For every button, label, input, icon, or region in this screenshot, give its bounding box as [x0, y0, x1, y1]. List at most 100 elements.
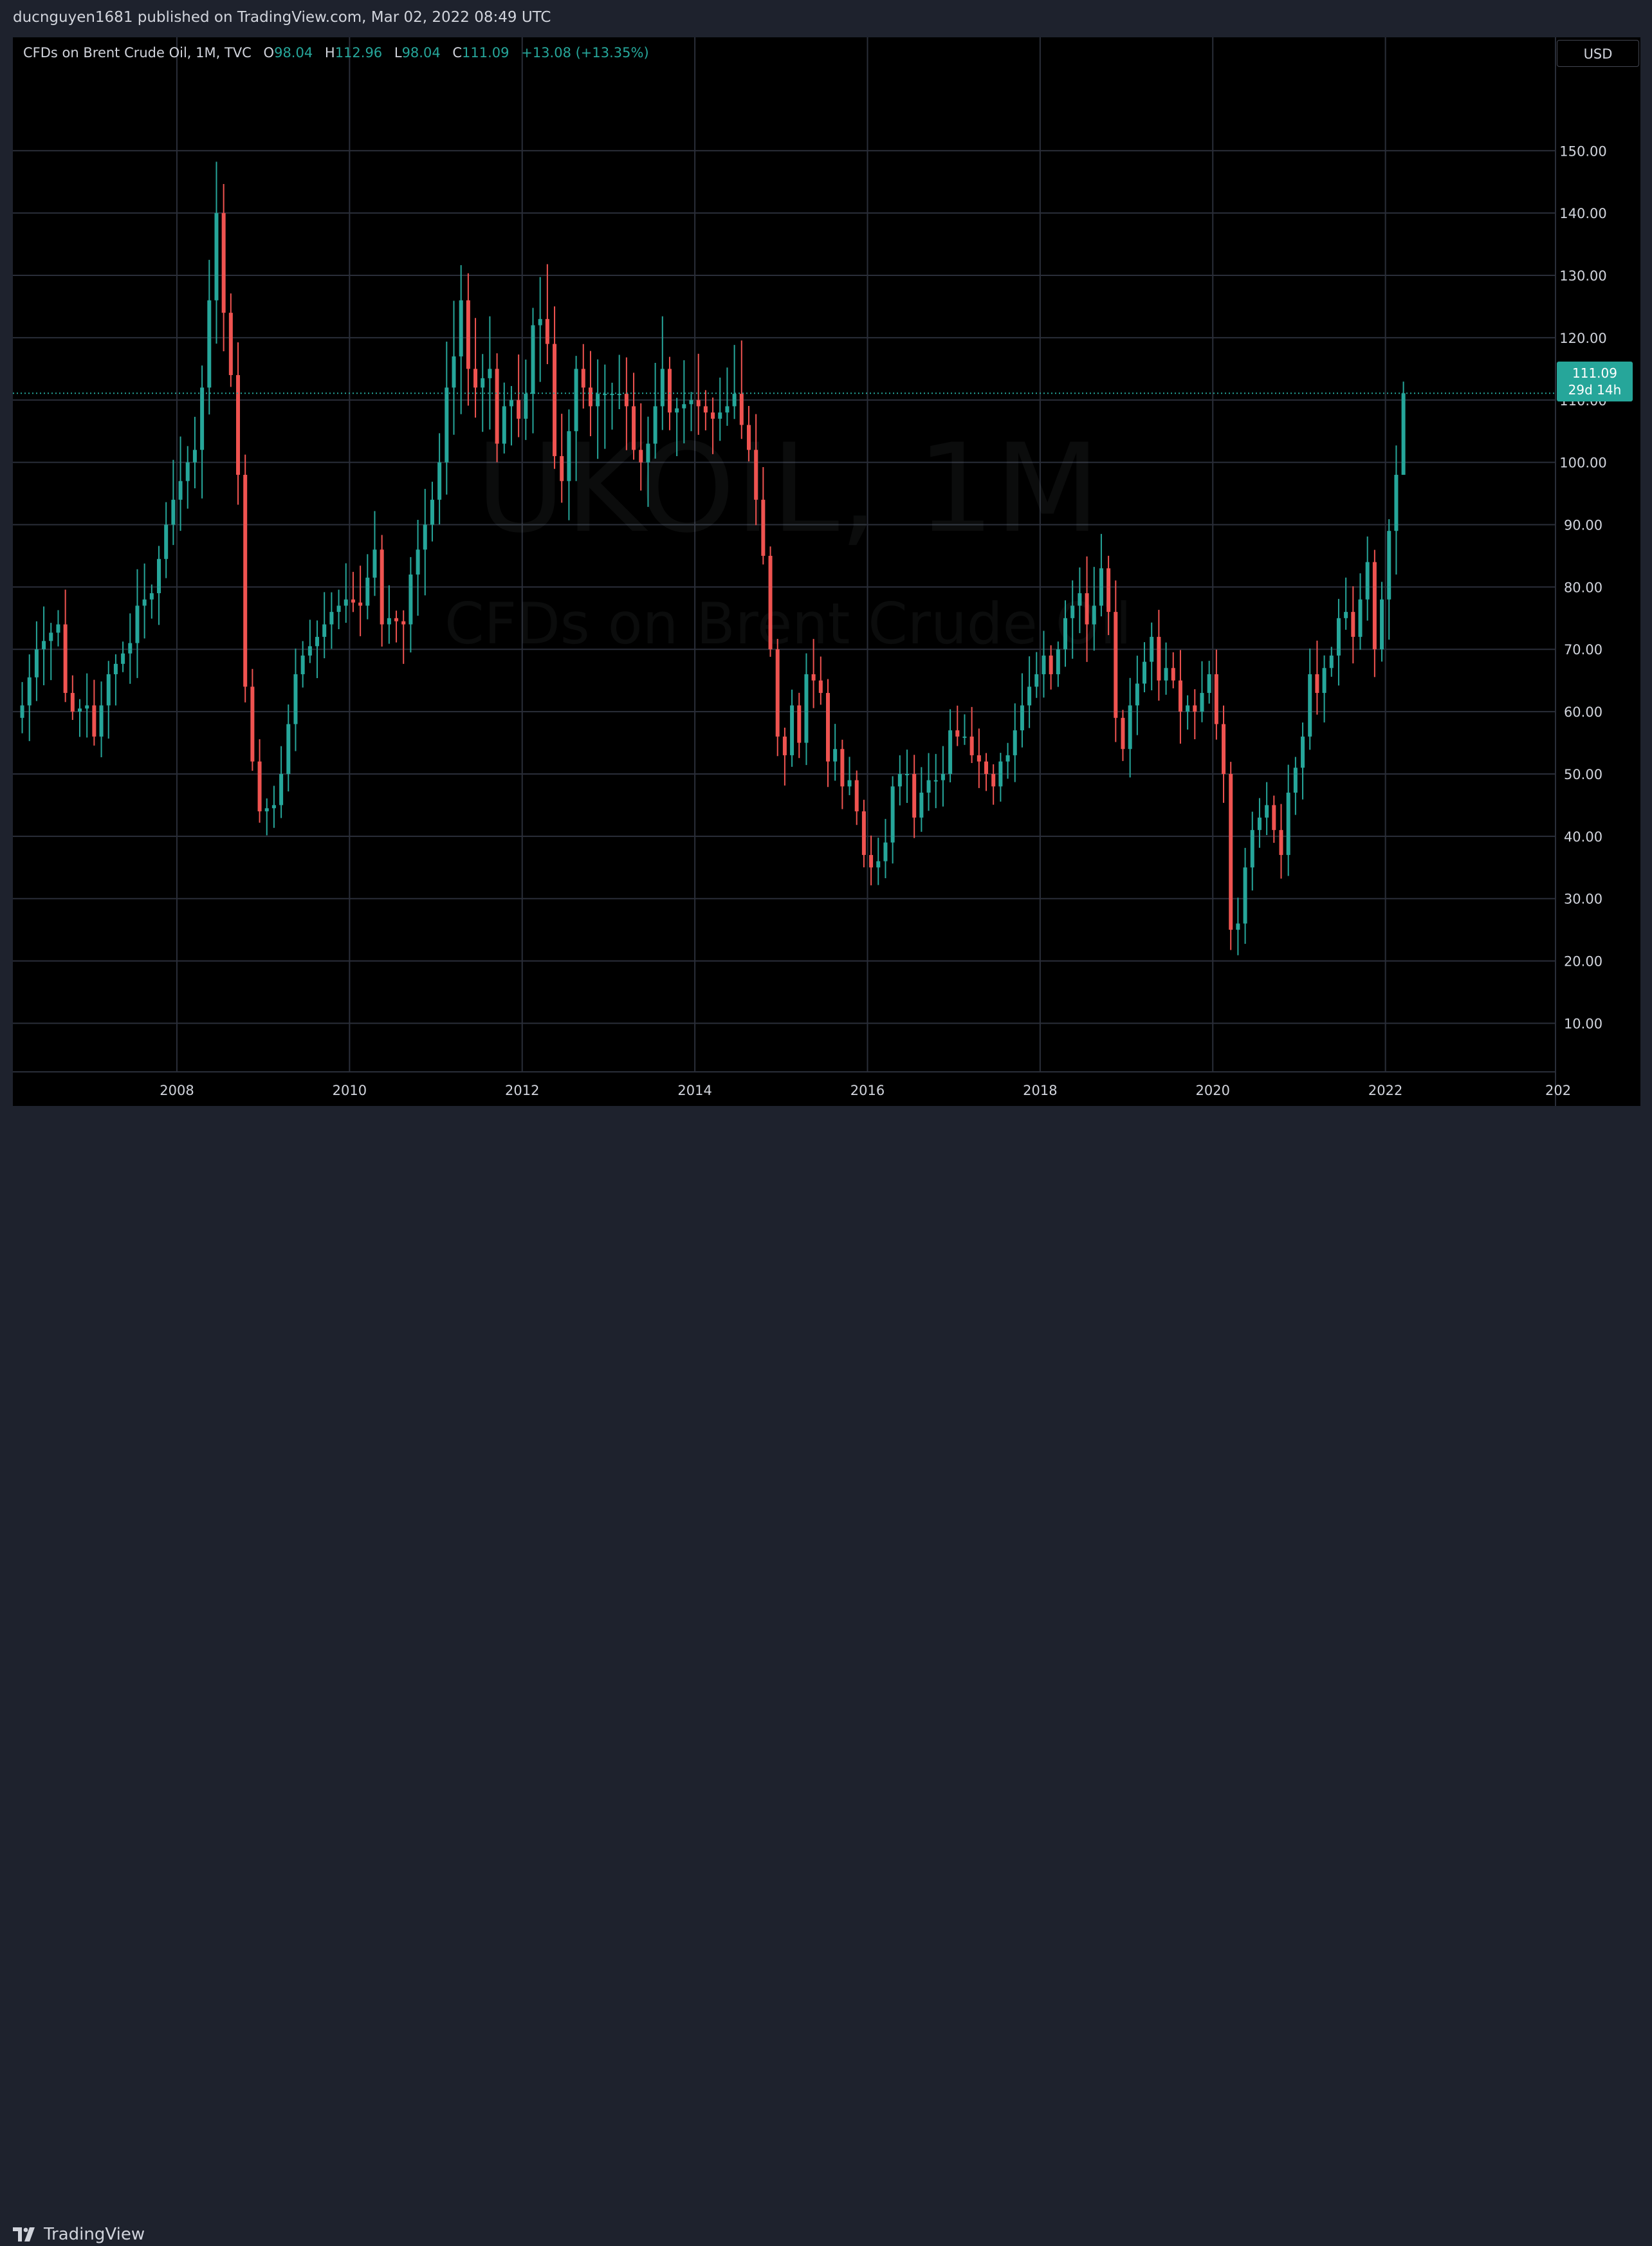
candle-body — [1401, 393, 1406, 475]
candle-body — [142, 599, 147, 606]
legend-open-label: O — [263, 45, 275, 60]
brand-name: TradingView — [44, 2225, 145, 2244]
candle-body — [430, 499, 434, 525]
candle-body — [509, 400, 513, 407]
time-tick-label: 2012 — [505, 1083, 539, 1098]
candle-body — [861, 811, 866, 855]
candle-body — [358, 602, 363, 606]
candle-body — [1372, 562, 1377, 650]
candle-body — [236, 375, 241, 475]
candle-body — [610, 394, 614, 396]
bar-countdown: 29d 14h — [1568, 382, 1622, 398]
candle-body — [380, 549, 384, 625]
candle-body — [221, 213, 226, 313]
candle-body — [1027, 686, 1032, 706]
candle-body — [171, 499, 176, 525]
candle-body — [1207, 674, 1211, 694]
tradingview-brand[interactable]: TradingView — [13, 2223, 145, 2246]
candle-body — [811, 674, 816, 681]
candle-body — [1085, 593, 1089, 625]
candlestick-chart[interactable]: UKOIL, 1M CFDs on Brent Crude Oil 10.00 2… — [0, 0, 1652, 1152]
footer-bar: TradingView — [0, 1106, 1652, 2244]
candle-body — [833, 749, 838, 762]
time-tick-label: 2010 — [333, 1083, 367, 1098]
candle-body — [1049, 655, 1053, 674]
candle-body — [113, 663, 118, 674]
candle-body — [250, 686, 255, 762]
watermark-symbol: UKOIL, 1M — [476, 418, 1100, 560]
candle-body — [149, 593, 154, 600]
candle-body — [984, 761, 989, 774]
currency-button[interactable]: USD — [1557, 40, 1639, 67]
price-tick-label: 100.00 — [1559, 456, 1606, 471]
candle-body — [365, 577, 370, 606]
price-tick-label: 60.00 — [1564, 704, 1602, 720]
candle-body — [473, 369, 478, 388]
candle-body — [192, 450, 197, 463]
price-tick-label: 90.00 — [1564, 518, 1602, 533]
candle-body — [646, 443, 650, 463]
price-tick-label: 20.00 — [1564, 954, 1602, 970]
candle-body — [775, 649, 780, 737]
price-tick-label: 30.00 — [1564, 892, 1602, 907]
candle-body — [1236, 923, 1240, 930]
candle-body — [804, 674, 809, 743]
candle-body — [502, 406, 506, 444]
candle-body — [49, 632, 53, 641]
candle-body — [344, 599, 348, 606]
candle-body — [1214, 674, 1218, 724]
time-tick-label: 2008 — [160, 1083, 194, 1098]
candle-body — [1257, 817, 1262, 831]
candle-body — [933, 780, 938, 782]
legend-close-label: C — [452, 45, 463, 60]
candle-body — [293, 674, 298, 724]
candle-body — [214, 213, 219, 300]
candle-body — [696, 400, 701, 407]
candle-body — [307, 646, 312, 656]
candle-body — [92, 705, 96, 737]
candle-body — [545, 318, 549, 344]
candle-body — [459, 300, 463, 356]
candle-body — [1387, 531, 1391, 600]
candle-body — [746, 425, 751, 450]
time-tick-label: 2018 — [1023, 1083, 1057, 1098]
candle-body — [581, 369, 585, 388]
candle-body — [948, 730, 953, 774]
candle-body — [243, 475, 248, 687]
candle-body — [1365, 562, 1370, 600]
tradingview-logo-icon — [13, 2227, 35, 2241]
candle-body — [200, 387, 205, 450]
candle-body — [890, 786, 895, 843]
candle-body — [560, 456, 564, 481]
candle-body — [588, 387, 592, 407]
candle-body — [1157, 636, 1161, 681]
candle-body — [926, 780, 931, 793]
candle-body — [70, 693, 75, 712]
candle-body — [1394, 475, 1399, 531]
candle-body — [1099, 568, 1103, 606]
candle-body — [1200, 693, 1204, 712]
candle-body — [718, 412, 722, 419]
price-tick-label: 150.00 — [1559, 143, 1606, 159]
candle-body — [99, 705, 104, 737]
candle-body — [1308, 674, 1312, 737]
candle-body — [264, 808, 269, 812]
candle-body — [869, 854, 874, 868]
candle-body — [711, 412, 715, 419]
legend-low-value: 98.04 — [401, 45, 441, 60]
candle-body — [77, 708, 82, 712]
candle-body — [1315, 674, 1319, 694]
candle-body — [63, 624, 68, 694]
candle-body — [517, 400, 521, 419]
candle-body — [1128, 705, 1132, 750]
candle-body — [135, 605, 140, 643]
candle-body — [85, 705, 89, 709]
candle-body — [1336, 618, 1341, 656]
candle-body — [1229, 773, 1233, 930]
candle-body — [732, 394, 737, 407]
candle-body — [315, 636, 320, 647]
candle-body — [1034, 674, 1039, 687]
candle-body — [1056, 649, 1060, 674]
candle-body — [790, 705, 794, 755]
candle-body — [825, 693, 830, 762]
